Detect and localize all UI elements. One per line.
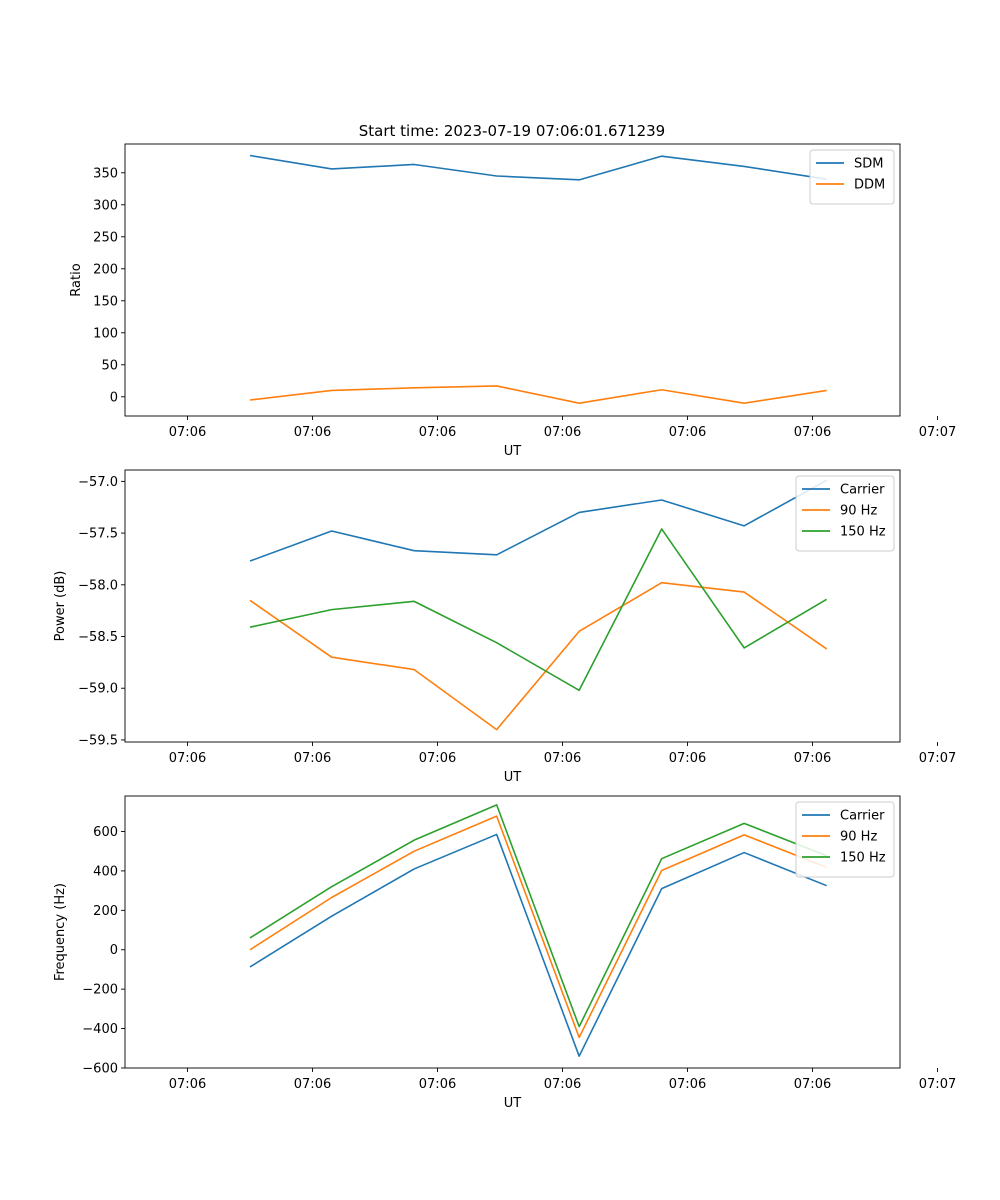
series-line-carrier	[249, 479, 828, 562]
x-tick-label: 07:07	[919, 751, 956, 766]
y-tick-label: 200	[93, 262, 118, 277]
y-tick-label: −57.0	[78, 475, 118, 490]
x-tick-label: 07:06	[544, 425, 581, 440]
legend-label: Carrier	[840, 483, 885, 498]
chart-panel-1: 0 50 100 150 200 250 300 350 07:06 07:06 07:06 07:0…	[69, 143, 956, 459]
y-tick-label: −59.5	[78, 733, 118, 748]
series-line-sdm	[249, 154, 827, 181]
x-tick-label: 07:06	[419, 751, 456, 766]
x-tick-label: 07:06	[669, 1077, 706, 1092]
x-tick-label: 07:07	[919, 425, 956, 440]
y-tick-label: −600	[82, 1062, 118, 1077]
y-tick-label: −59.0	[78, 682, 118, 697]
y-tick-label: 600	[93, 825, 118, 840]
y-tick-label: 350	[93, 166, 118, 181]
y-tick-label: −58.5	[78, 630, 118, 645]
y-tick-label: 100	[93, 326, 118, 341]
legend-label: DDM	[854, 178, 885, 193]
x-tick-label: 07:06	[669, 425, 706, 440]
x-tick-label: 07:06	[419, 1077, 456, 1092]
legend-box	[795, 801, 895, 878]
legend-label: SDM	[854, 157, 883, 172]
y-tick-label: 150	[93, 294, 118, 309]
legend: SDM DDM	[809, 149, 895, 205]
x-tick-label: 07:06	[169, 1077, 206, 1092]
x-tick-label: 07:06	[294, 751, 331, 766]
series-line-ddm	[249, 385, 827, 405]
x-axis-label: UT	[504, 770, 522, 785]
chart-panel-2: −59.5 −59.0 −58.5 −58.0 −57.5 −57.0 07:06 07:06…	[53, 469, 956, 785]
x-tick-label: 07:06	[794, 751, 831, 766]
y-tick-label: −400	[82, 1022, 118, 1037]
x-tick-label: 07:06	[294, 425, 331, 440]
x-tick-label: 07:06	[294, 1077, 331, 1092]
x-tick-label: 07:06	[794, 1077, 831, 1092]
series-line-carrier	[249, 833, 827, 1057]
series-line-90-hz	[249, 815, 827, 1039]
legend-label: Carrier	[840, 809, 885, 824]
y-tick-label: 50	[101, 358, 118, 373]
x-tick-label: 07:06	[794, 425, 831, 440]
x-tick-label: 07:06	[419, 425, 456, 440]
x-axis-label: UT	[504, 1096, 522, 1111]
chart-title: Start time: 2023-07-19 07:06:01.671239	[359, 122, 665, 140]
legend-label: 150 Hz	[840, 525, 886, 540]
y-tick-label: −57.5	[78, 527, 118, 542]
axes-frame	[124, 469, 901, 743]
x-tick-label: 07:07	[919, 1077, 956, 1092]
y-tick-label: 0	[110, 390, 118, 405]
legend: Carrier 90 Hz 150 Hz	[795, 801, 895, 878]
x-tick-label: 07:06	[544, 751, 581, 766]
legend-label: 90 Hz	[840, 830, 877, 845]
legend-label: 150 Hz	[840, 851, 886, 866]
x-tick-label: 07:06	[169, 751, 206, 766]
chart-panel-3: −600 −400 −200 0 200 400 600 07:06 07:06 07:06 07:…	[53, 795, 956, 1111]
axes-frame	[124, 143, 901, 417]
series-line-90-hz	[249, 581, 828, 731]
x-tick-label: 07:06	[169, 425, 206, 440]
y-axis-label: Frequency (Hz)	[53, 883, 68, 981]
y-tick-label: 250	[93, 230, 118, 245]
y-tick-label: 300	[93, 198, 118, 213]
x-tick-label: 07:06	[544, 1077, 581, 1092]
y-tick-label: 400	[93, 864, 118, 879]
y-tick-label: 0	[110, 943, 118, 958]
x-axis-label: UT	[504, 444, 522, 459]
y-tick-label: −200	[82, 983, 118, 998]
y-tick-label: −58.0	[78, 578, 118, 593]
y-tick-label: 200	[93, 904, 118, 919]
x-tick-label: 07:06	[669, 751, 706, 766]
y-axis-label: Ratio	[69, 263, 84, 296]
charts-container: 0 50 100 150 200 250 300 350 07:06 07:06 07:06 07:0…	[53, 143, 956, 1111]
series-line-150-hz	[249, 528, 828, 692]
y-axis-label: Power (dB)	[53, 571, 68, 642]
legend-label: 90 Hz	[840, 504, 877, 519]
axes-frame	[124, 795, 901, 1069]
series-line-150-hz	[249, 804, 827, 1028]
legend: Carrier 90 Hz 150 Hz	[795, 475, 895, 552]
legend-box	[795, 475, 895, 552]
